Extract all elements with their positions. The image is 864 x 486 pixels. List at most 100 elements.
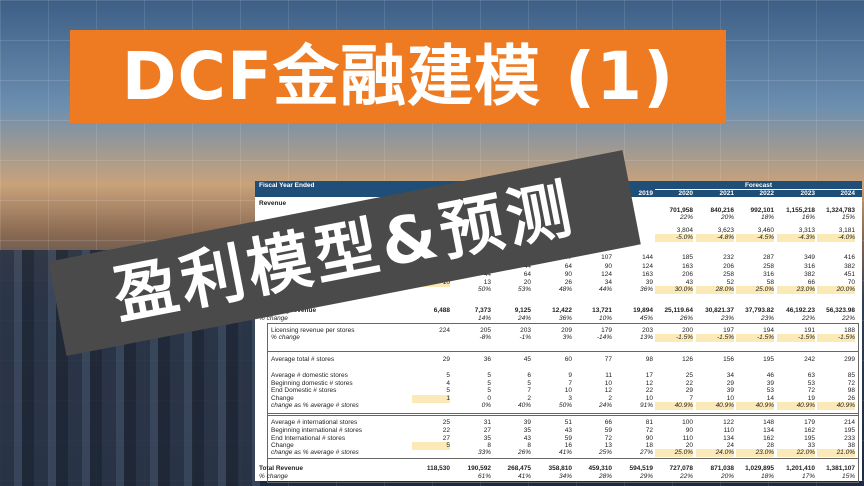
table-cell[interactable]: 195 bbox=[763, 356, 774, 363]
table-cell[interactable]: 10 bbox=[564, 387, 572, 394]
table-cell[interactable]: 349 bbox=[804, 254, 815, 261]
table-cell[interactable]: 3,460 bbox=[757, 227, 774, 234]
table-cell[interactable]: 7 bbox=[527, 387, 531, 394]
table-cell[interactable]: 26% bbox=[679, 315, 693, 322]
table-cell[interactable]: 45 bbox=[523, 356, 531, 363]
table-cell[interactable]: 61% bbox=[477, 473, 491, 480]
table-cell[interactable]: 8 bbox=[527, 442, 531, 449]
table-cell[interactable]: 90 bbox=[604, 263, 612, 270]
table-cell[interactable]: 258 bbox=[723, 271, 734, 278]
table-cell[interactable]: 19,894 bbox=[633, 307, 653, 314]
table-cell[interactable]: 5 bbox=[487, 372, 491, 379]
table-cell[interactable]: 382 bbox=[844, 263, 855, 270]
table-cell[interactable]: 44 bbox=[483, 271, 491, 278]
table-cell[interactable]: 3,313 bbox=[798, 227, 815, 234]
table-cell[interactable]: 1 bbox=[412, 395, 450, 403]
table-cell[interactable]: 33 bbox=[807, 442, 815, 449]
table-cell[interactable]: 8 bbox=[487, 442, 491, 449]
table-cell[interactable]: 316 bbox=[763, 271, 774, 278]
table-cell[interactable]: 459,310 bbox=[588, 465, 613, 472]
table-cell[interactable]: 190,592 bbox=[467, 465, 492, 472]
table-cell[interactable]: 191 bbox=[804, 327, 815, 334]
table-cell[interactable]: 19 bbox=[807, 395, 815, 402]
table-cell[interactable]: 203 bbox=[520, 327, 531, 334]
table-cell[interactable]: 299 bbox=[844, 356, 855, 363]
table-cell[interactable]: 28 bbox=[766, 442, 774, 449]
table-cell[interactable]: 36 bbox=[483, 356, 491, 363]
table-cell[interactable]: 44% bbox=[598, 286, 612, 293]
table-cell[interactable]: 1,155,218 bbox=[786, 207, 815, 214]
table-cell[interactable]: 64 bbox=[523, 271, 531, 278]
table-cell[interactable]: 122 bbox=[723, 419, 734, 426]
table-cell[interactable]: 40% bbox=[517, 402, 531, 409]
table-cell[interactable]: 15% bbox=[841, 473, 855, 480]
table-cell[interactable]: 72 bbox=[645, 427, 653, 434]
table-cell[interactable]: 197 bbox=[723, 327, 734, 334]
table-cell[interactable]: 12 bbox=[604, 387, 612, 394]
table-cell[interactable]: 200 bbox=[682, 327, 693, 334]
table-cell[interactable]: 2 bbox=[608, 395, 612, 402]
table-cell[interactable]: 3% bbox=[562, 334, 572, 341]
table-cell[interactable]: 26% bbox=[517, 449, 531, 456]
table-cell[interactable]: 34 bbox=[726, 372, 734, 379]
table-cell[interactable]: 26 bbox=[847, 395, 855, 402]
table-cell[interactable]: 126 bbox=[682, 356, 693, 363]
table-cell[interactable]: -1.5% bbox=[655, 334, 693, 342]
table-cell[interactable]: -1.5% bbox=[736, 334, 774, 342]
table-cell[interactable]: -1.5% bbox=[777, 334, 815, 342]
table-cell[interactable]: 287 bbox=[763, 254, 774, 261]
table-cell[interactable]: 163 bbox=[682, 263, 693, 270]
table-cell[interactable]: 5 bbox=[446, 387, 450, 394]
table-cell[interactable]: 727,078 bbox=[669, 465, 694, 472]
table-cell[interactable]: -8% bbox=[479, 334, 491, 341]
table-cell[interactable]: 25 bbox=[685, 372, 693, 379]
table-cell[interactable]: 16 bbox=[564, 442, 572, 449]
table-cell[interactable]: 29 bbox=[442, 356, 450, 363]
table-cell[interactable]: 163 bbox=[642, 271, 653, 278]
table-cell[interactable]: 22 bbox=[442, 427, 450, 434]
table-cell[interactable]: 15% bbox=[841, 214, 855, 221]
table-cell[interactable]: 53 bbox=[807, 380, 815, 387]
table-cell[interactable]: 205 bbox=[480, 327, 491, 334]
table-cell[interactable]: 9,125 bbox=[514, 307, 531, 314]
table-cell[interactable]: 17% bbox=[801, 473, 815, 480]
table-cell[interactable]: 162 bbox=[763, 435, 774, 442]
table-cell[interactable]: 50% bbox=[558, 402, 572, 409]
table-cell[interactable]: 66 bbox=[604, 419, 612, 426]
table-cell[interactable]: -4.0% bbox=[817, 234, 855, 242]
table-cell[interactable]: 72 bbox=[847, 380, 855, 387]
table-cell[interactable]: 26 bbox=[564, 279, 572, 286]
table-cell[interactable]: 29 bbox=[685, 387, 693, 394]
table-cell[interactable]: 25.0% bbox=[655, 449, 693, 457]
table-cell[interactable]: 24 bbox=[726, 442, 734, 449]
table-cell[interactable]: 0 bbox=[487, 395, 491, 402]
table-cell[interactable]: 43 bbox=[523, 435, 531, 442]
table-cell[interactable]: 35 bbox=[523, 427, 531, 434]
table-cell[interactable]: -4.3% bbox=[777, 234, 815, 242]
table-cell[interactable]: 195 bbox=[804, 435, 815, 442]
table-cell[interactable]: 91% bbox=[639, 402, 653, 409]
table-cell[interactable]: 3,181 bbox=[838, 227, 855, 234]
table-cell[interactable]: 22.0% bbox=[777, 449, 815, 457]
table-cell[interactable]: 10 bbox=[604, 380, 612, 387]
table-cell[interactable]: 10 bbox=[726, 395, 734, 402]
table-cell[interactable]: 14% bbox=[477, 315, 491, 322]
table-cell[interactable]: 48% bbox=[558, 286, 572, 293]
table-cell[interactable]: 179 bbox=[601, 327, 612, 334]
table-cell[interactable]: 39 bbox=[766, 380, 774, 387]
table-cell[interactable]: 233 bbox=[844, 435, 855, 442]
table-cell[interactable]: 46 bbox=[766, 372, 774, 379]
table-cell[interactable]: 13 bbox=[483, 279, 491, 286]
table-cell[interactable] bbox=[412, 449, 450, 457]
table-cell[interactable]: 34% bbox=[558, 473, 572, 480]
table-cell[interactable]: 41% bbox=[517, 473, 531, 480]
table-cell[interactable]: 13,721 bbox=[592, 307, 612, 314]
table-cell[interactable]: 22% bbox=[679, 214, 693, 221]
table-cell[interactable]: 30.0% bbox=[655, 286, 693, 294]
table-cell[interactable]: 7,373 bbox=[474, 307, 491, 314]
table-cell[interactable]: 10% bbox=[598, 315, 612, 322]
table-cell[interactable]: 188 bbox=[844, 327, 855, 334]
table-cell[interactable]: 5 bbox=[487, 380, 491, 387]
table-cell[interactable]: 13 bbox=[604, 442, 612, 449]
table-cell[interactable]: 11 bbox=[605, 372, 612, 379]
